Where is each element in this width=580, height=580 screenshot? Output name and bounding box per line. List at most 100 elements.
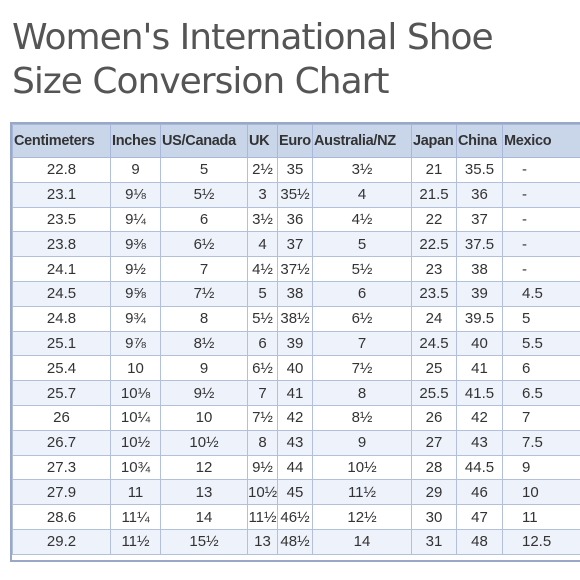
table-cell: 8: [247, 429, 278, 456]
table-cell: 11: [502, 504, 580, 530]
table-cell: 37.5: [456, 231, 503, 258]
table-cell: 46½: [277, 504, 313, 530]
table-cell: 45: [277, 479, 313, 506]
header-china: China: [456, 124, 503, 158]
table-cell: 7: [312, 330, 412, 357]
table-cell: 7½: [160, 280, 248, 307]
table-cell: 24.8: [12, 305, 111, 332]
table-cell: 14: [312, 528, 412, 555]
table-cell: 2½: [247, 157, 278, 183]
title-line-2: Size Conversion Chart: [12, 61, 390, 102]
table-cell: 21: [411, 157, 457, 183]
size-conversion-table-container: Centimeters Inches US/Canada UK Euro Aus…: [10, 122, 580, 562]
table-cell: 6.5: [502, 380, 580, 406]
table-row: 24.5 9⅝ 7½ 5 38 6 23.5 39 4.5: [12, 280, 580, 307]
table-cell: 47: [456, 504, 503, 530]
table-cell: 10⅛: [110, 380, 161, 406]
table-cell: 5.5: [502, 330, 580, 357]
table-cell: 6½: [247, 355, 278, 382]
table-cell: 41: [456, 355, 503, 382]
table-cell: 30: [411, 504, 457, 530]
table-cell: 22: [411, 206, 457, 233]
table-cell: 27.9: [12, 479, 111, 506]
table-cell: 8½: [312, 404, 412, 431]
table-row: 23.8 9⅜ 6½ 4 37 5 22.5 37.5-: [12, 231, 580, 258]
table-cell: 25: [411, 355, 457, 382]
table-cell: 6: [160, 206, 248, 233]
table-cell: 41: [277, 380, 313, 406]
table-cell: 40: [456, 330, 503, 357]
table-row: 29.2 11½ 15½ 13 48½ 14 31 48 12.5: [12, 528, 580, 555]
table-cell: 39.5: [456, 305, 503, 332]
header-inches: Inches: [110, 124, 161, 158]
table-row: 25.1 9⅞ 8½ 6 39 7 24.5 40 5.5: [12, 330, 580, 357]
table-cell: 7½: [312, 355, 412, 382]
table-cell: 28: [411, 454, 457, 481]
header-mexico: Mexico: [502, 124, 580, 158]
table-cell: 14: [160, 504, 248, 530]
table-cell: 31: [411, 528, 457, 555]
table-cell: 9: [160, 355, 248, 382]
table-cell: 13: [247, 528, 278, 555]
table-cell: 6: [502, 355, 580, 382]
table-row: 25.7 10⅛ 9½ 7 41 8 25.5 41.5 6.5: [12, 380, 580, 406]
table-cell: 36: [456, 181, 503, 208]
table-cell: 43: [277, 429, 313, 456]
table-cell: 11½: [312, 479, 412, 506]
table-cell: 38½: [277, 305, 313, 332]
table-row: 25.4 10 9 6½ 40 7½ 25 41 6: [12, 355, 580, 382]
table-row: 27.3 10¾ 12 9½ 44 10½ 28 44.5 9: [12, 454, 580, 481]
table-cell: 24.5: [12, 280, 111, 307]
table-cell: 28.6: [12, 504, 111, 530]
table-row: 22.8 9 5 2½ 35 3½ 21 35.5-: [12, 157, 580, 183]
table-cell: 36: [277, 206, 313, 233]
table-cell: 3½: [247, 206, 278, 233]
table-cell: 21.5: [411, 181, 457, 208]
table-cell: 7: [247, 380, 278, 406]
table-cell: 10½: [110, 429, 161, 456]
title-line-1: Women's International Shoe: [12, 17, 494, 58]
table-cell: 24.1: [12, 256, 111, 282]
table-cell: 9⅝: [110, 280, 161, 307]
table-cell: 23.8: [12, 231, 111, 258]
table-cell: 11: [110, 479, 161, 506]
table-cell: 11½: [247, 504, 278, 530]
table-cell: 37: [456, 206, 503, 233]
table-cell: 5: [312, 231, 412, 258]
header-australia-nz: Australia/NZ: [312, 124, 412, 158]
table-cell: 35: [277, 157, 313, 183]
table-cell: 3½: [312, 157, 412, 183]
table-cell: 9: [312, 429, 412, 456]
table-cell: 6: [312, 280, 412, 307]
table-cell: 23.5: [411, 280, 457, 307]
table-cell: 37½: [277, 256, 313, 282]
table-cell: 9½: [110, 256, 161, 282]
header-us-canada: US/Canada: [160, 124, 248, 158]
table-cell: 23.5: [12, 206, 111, 233]
table-cell: 24: [411, 305, 457, 332]
table-cell: 35.5: [456, 157, 503, 183]
table-cell: 23: [411, 256, 457, 282]
table-cell: 48: [456, 528, 503, 555]
table-row: 26 10¼ 10 7½ 42 8½ 26 42 7: [12, 404, 580, 431]
table-cell: 26.7: [12, 429, 111, 456]
table-cell: 10: [110, 355, 161, 382]
table-cell: 35½: [277, 181, 313, 208]
table-cell: 38: [456, 256, 503, 282]
table-cell: 5: [247, 280, 278, 307]
table-row: 28.6 11¼ 14 11½ 46½ 12½ 30 47 11: [12, 504, 580, 530]
table-cell: 37: [277, 231, 313, 258]
table-cell: 6½: [312, 305, 412, 332]
table-cell: 5½: [312, 256, 412, 282]
size-conversion-table: Centimeters Inches US/Canada UK Euro Aus…: [12, 124, 580, 555]
table-cell: 27.3: [12, 454, 111, 481]
table-cell: 23.1: [12, 181, 111, 208]
table-cell: 11¼: [110, 504, 161, 530]
table-row: 26.7 10½ 10½ 8 43 9 27 43 7.5: [12, 429, 580, 456]
table-cell: 9: [502, 454, 580, 481]
table-cell: 44: [277, 454, 313, 481]
table-cell: 7½: [247, 404, 278, 431]
table-cell: 3: [247, 181, 278, 208]
table-row: 23.1 9⅛ 5½ 3 35½ 4 21.5 36-: [12, 181, 580, 208]
table-cell: 4.5: [502, 280, 580, 307]
